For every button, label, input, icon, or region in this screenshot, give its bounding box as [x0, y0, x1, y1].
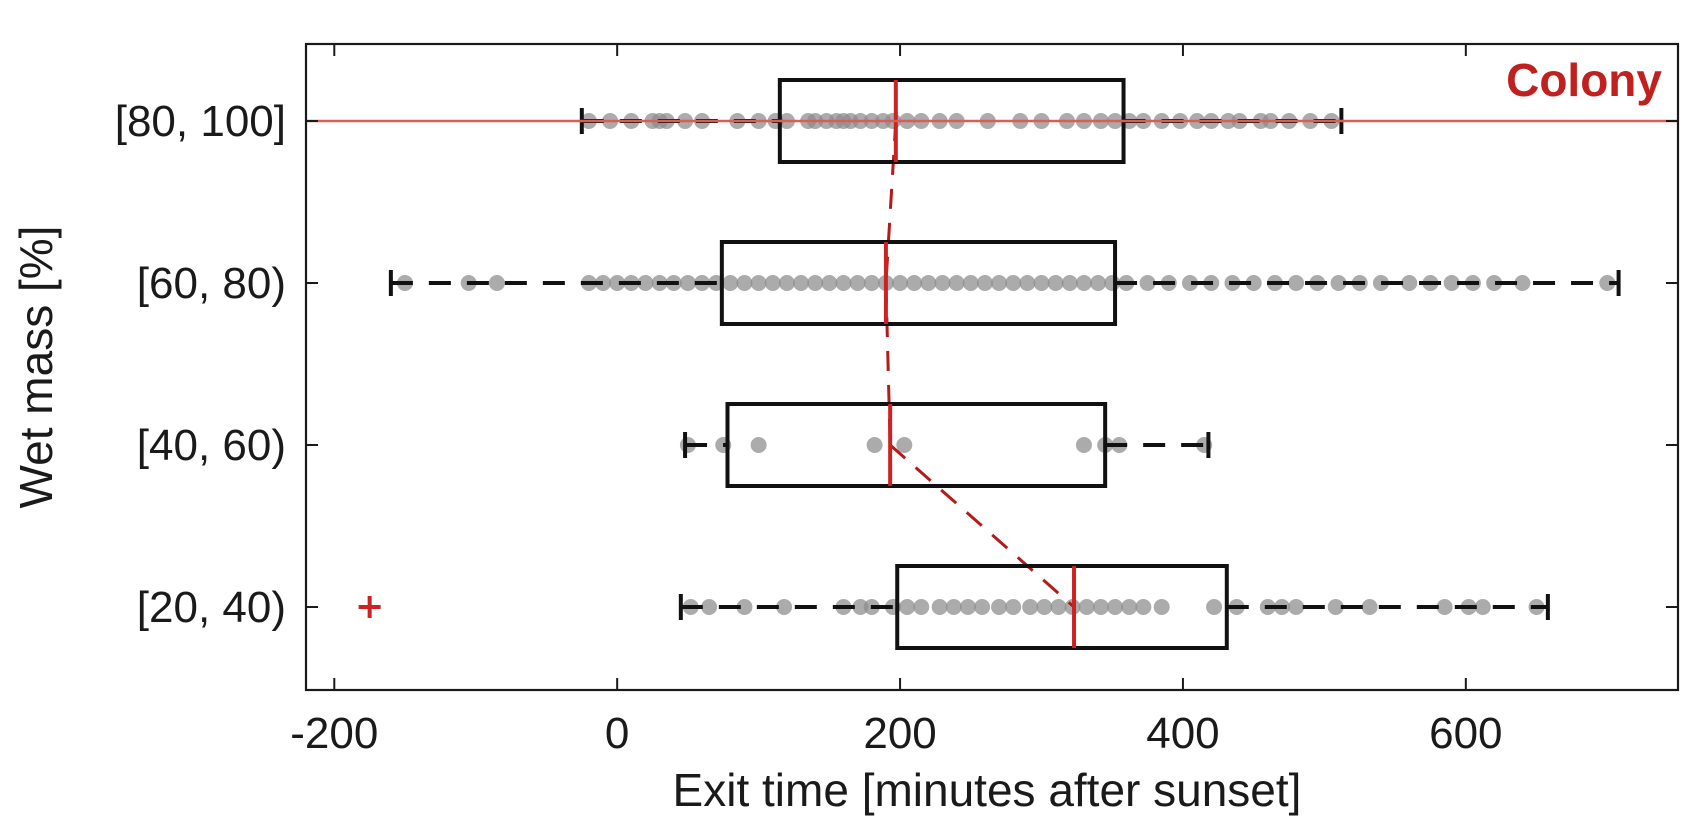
data-point — [863, 275, 880, 291]
data-point — [899, 599, 916, 615]
data-point — [934, 275, 951, 291]
data-point — [1182, 275, 1199, 291]
data-point — [488, 275, 505, 291]
data-point — [764, 275, 781, 291]
y-category-label: [20, 40) — [137, 583, 286, 632]
data-point — [1050, 599, 1067, 615]
data-point — [906, 275, 923, 291]
median-trend-segment — [884, 120, 898, 284]
data-point — [609, 275, 626, 291]
data-point — [974, 599, 991, 615]
data-point — [1153, 599, 1170, 615]
x-tick-label: 600 — [1429, 709, 1502, 758]
iqr-box — [895, 564, 1229, 650]
data-point — [1288, 275, 1305, 291]
data-point — [1019, 275, 1036, 291]
median-trend — [884, 120, 1076, 609]
data-point — [976, 275, 993, 291]
data-point — [1401, 275, 1418, 291]
data-point — [920, 275, 937, 291]
data-point — [948, 275, 965, 291]
data-point — [1005, 599, 1022, 615]
data-point — [1075, 275, 1092, 291]
data-point — [913, 599, 930, 615]
data-point — [750, 275, 767, 291]
data-point — [866, 437, 883, 453]
data-point — [1135, 599, 1152, 615]
x-tick-label: 0 — [605, 709, 629, 758]
colony-label: Colony — [1506, 54, 1662, 106]
data-point — [637, 275, 654, 291]
data-point — [1121, 599, 1138, 615]
data-point — [1474, 599, 1491, 615]
data-point — [1061, 275, 1078, 291]
data-point — [1022, 599, 1039, 615]
median-trend-segment — [889, 443, 1076, 609]
data-point — [849, 275, 866, 291]
data-point — [1245, 275, 1262, 291]
data-point — [1361, 599, 1378, 615]
data-point — [1436, 599, 1453, 615]
data-point — [736, 599, 753, 615]
data-point — [962, 275, 979, 291]
data-point — [1090, 275, 1107, 291]
y-category-label: [40, 60) — [137, 421, 286, 470]
median-trend-segment — [884, 282, 892, 446]
data-point — [852, 599, 869, 615]
x-axis-title: Exit time [minutes after sunset] — [673, 764, 1302, 816]
data-point — [1443, 275, 1460, 291]
data-point — [1092, 599, 1109, 615]
data-point — [793, 275, 810, 291]
y-category-label: [80, 100] — [115, 97, 286, 146]
x-tick-label: -200 — [290, 709, 378, 758]
x-tick-label: 200 — [863, 709, 936, 758]
iqr-box — [719, 240, 1118, 326]
data-point — [807, 275, 824, 291]
data-point — [1372, 275, 1389, 291]
data-point — [1514, 275, 1531, 291]
data-point — [776, 599, 793, 615]
data-point — [701, 599, 718, 615]
data-point — [1107, 599, 1124, 615]
data-point — [679, 275, 696, 291]
axes: -200 0 200 400 600 [80, 100] [60, 80) [40, 60) [… — [115, 44, 1678, 758]
boxes — [358, 78, 1621, 650]
data-point — [931, 599, 948, 615]
data-point — [1327, 599, 1344, 615]
data-points — [397, 113, 1616, 615]
data-point — [835, 275, 852, 291]
data-point — [1486, 275, 1503, 291]
data-point — [892, 275, 909, 291]
data-point — [1599, 275, 1616, 291]
data-point — [959, 599, 976, 615]
data-point — [778, 275, 795, 291]
plot-frame — [304, 42, 1680, 692]
data-point — [1139, 275, 1156, 291]
y-category-label: [60, 80) — [137, 259, 286, 308]
data-point — [1075, 437, 1092, 453]
data-point — [1288, 599, 1305, 615]
data-point — [821, 275, 838, 291]
data-point — [1078, 599, 1095, 615]
data-point — [1206, 599, 1223, 615]
data-point — [991, 599, 1008, 615]
data-point — [1047, 275, 1064, 291]
data-point — [722, 275, 739, 291]
x-tick-label: 400 — [1146, 709, 1219, 758]
data-point — [945, 599, 962, 615]
data-point — [750, 437, 767, 453]
data-point — [736, 275, 753, 291]
iqr-box — [725, 402, 1108, 488]
data-point — [1005, 275, 1022, 291]
data-point — [896, 437, 913, 453]
y-axis-title: Wet mass [%] — [10, 226, 62, 509]
data-point — [1036, 599, 1053, 615]
data-point — [595, 275, 612, 291]
data-point — [991, 275, 1008, 291]
data-point — [1033, 275, 1050, 291]
data-point — [1330, 275, 1347, 291]
